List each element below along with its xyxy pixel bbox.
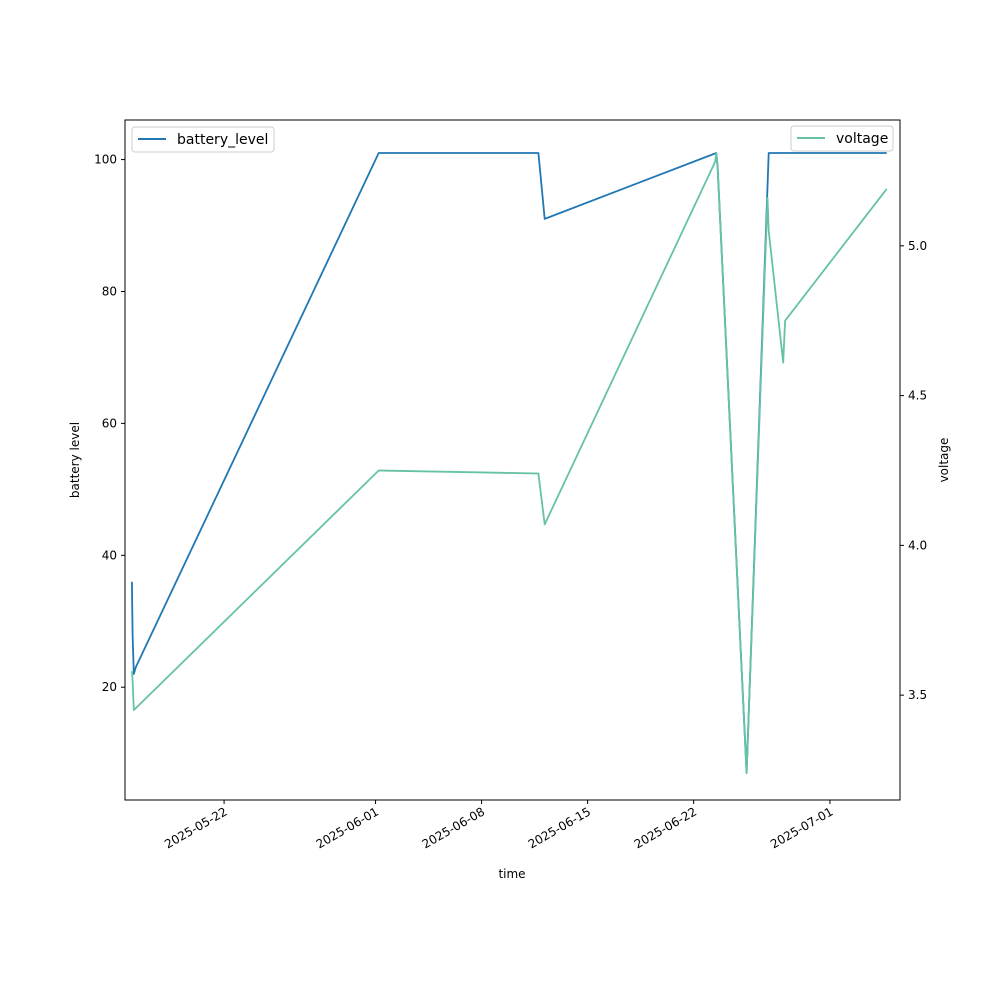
legend-label: voltage — [836, 131, 888, 147]
legend-voltage: voltage — [790, 125, 894, 152]
y-axis-right: 3.5 4.0 4.5 5.0 — [900, 239, 927, 702]
legend-frame — [790, 125, 894, 152]
y2-tick-label: 3.5 — [908, 688, 927, 702]
y-tick-label: 20 — [102, 680, 117, 694]
y-tick-label: 60 — [102, 416, 117, 430]
y2-axis-label: voltage — [937, 438, 951, 483]
y2-tick-label: 4.5 — [908, 389, 927, 403]
series-layer — [131, 152, 888, 774]
series-line-voltage — [131, 152, 888, 774]
y-axis-label: battery level — [68, 422, 82, 498]
y2-tick-label: 4.0 — [908, 538, 927, 552]
y-tick-label: 40 — [102, 548, 117, 562]
legend-frame — [131, 126, 275, 153]
y-tick-label: 80 — [102, 284, 117, 298]
y-tick-label: 100 — [94, 153, 117, 167]
y2-tick-label: 5.0 — [908, 239, 927, 253]
legend-battery-level: battery_level — [131, 126, 275, 153]
legend-label: battery_level — [177, 132, 268, 148]
plot-frame — [124, 119, 901, 801]
y-axis-left: 20 40 60 80 100 — [94, 153, 125, 694]
plot-area — [125, 120, 900, 800]
x-axis-label: time — [498, 867, 525, 881]
